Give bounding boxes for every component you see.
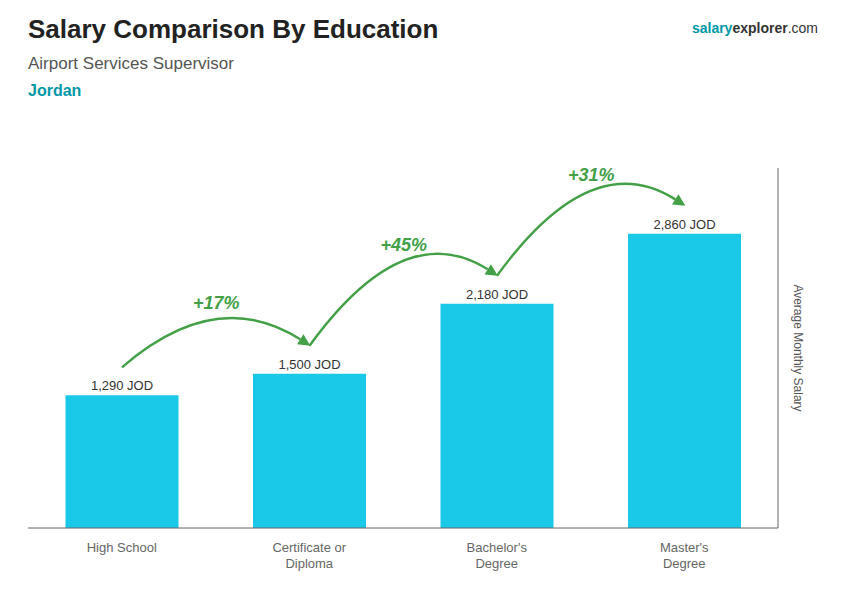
svg-text:High School: High School [87,540,157,555]
html-text:salary explorer.com: salary explorer.com [691,20,818,36]
svg-text:+31%: +31% [568,165,615,185]
svg-text:Certificate orDiploma: Certificate orDiploma [272,540,346,571]
svg-text:Master'sDegree: Master'sDegree [660,540,709,571]
svg-text:Average Monthly Salary: Average Monthly Salary [791,284,805,411]
html-text:Jordan: Jordan [28,82,82,99]
svg-text:+17%: +17% [193,293,240,313]
svg-text:1,290 JOD: 1,290 JOD [91,378,153,393]
svg-text:2,180 JOD: 2,180 JOD [466,287,528,302]
svg-text:+45%: +45% [380,235,427,255]
html-text:Salary Comparison By Education: Salary Comparison By Education [28,14,439,44]
html-text:Airport Services Supervisor: Airport Services Supervisor [28,54,234,73]
svg-text:2,860 JOD: 2,860 JOD [653,217,715,232]
svg-text:Bachelor'sDegree: Bachelor'sDegree [467,540,528,571]
svg-text:1,500 JOD: 1,500 JOD [278,357,340,372]
